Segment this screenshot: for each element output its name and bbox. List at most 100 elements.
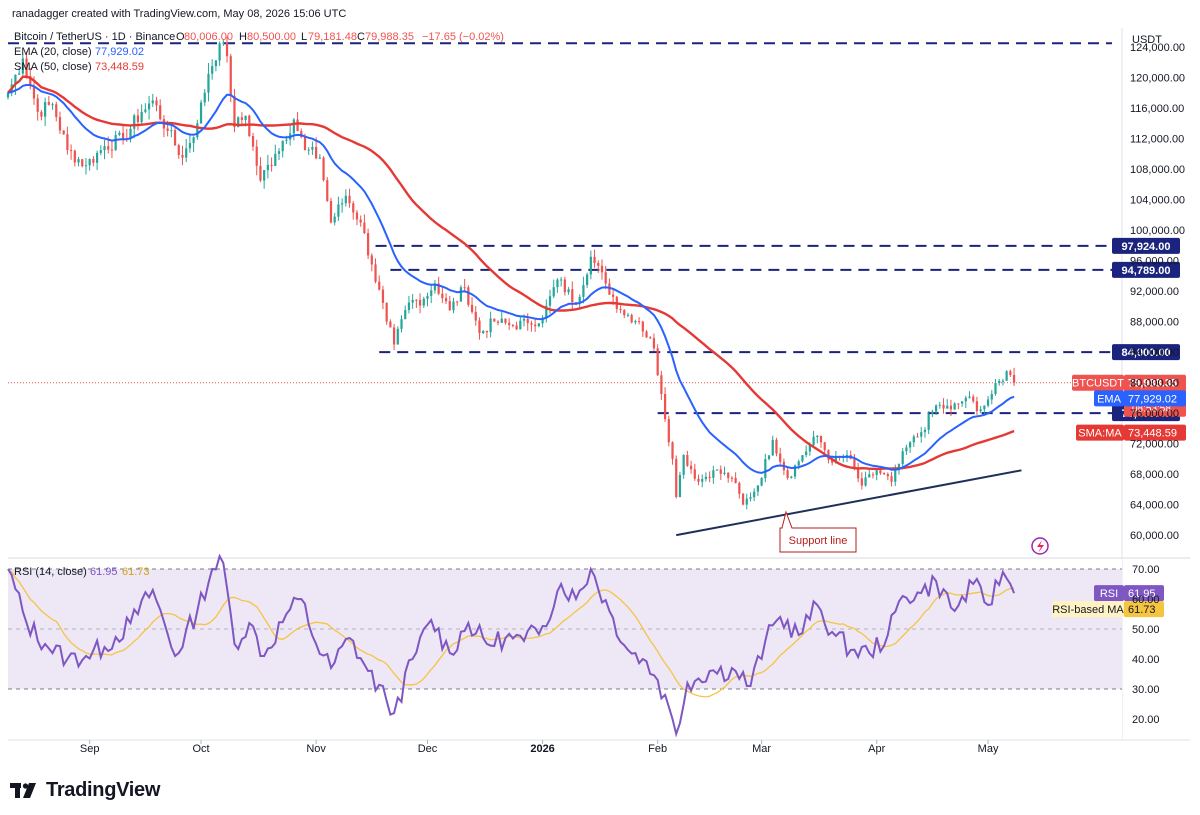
indicator-legend[interactable]: EMA (20, close) 77,929.02 SMA (50, close… xyxy=(14,46,150,578)
rsi-legend-value: 61.95 xyxy=(90,566,118,578)
candle-body xyxy=(816,435,819,437)
candle-body xyxy=(459,287,463,302)
price-axis-tick: 72,000.00 xyxy=(1130,439,1179,451)
candle-body xyxy=(560,279,563,281)
candle-body xyxy=(942,404,945,409)
attribution-text: ranadagger created with TradingView.com,… xyxy=(12,8,346,20)
candle-body xyxy=(251,135,255,147)
candle-body xyxy=(192,137,195,144)
candle-body xyxy=(452,301,455,311)
candle-body xyxy=(88,158,91,166)
candle-body xyxy=(890,476,893,482)
rsi-axis-tick: 20.00 xyxy=(1132,714,1160,726)
candle-body xyxy=(567,289,570,293)
candle-body xyxy=(682,455,685,475)
candle-body xyxy=(478,320,481,334)
candle-body xyxy=(738,482,741,494)
support-line-callout xyxy=(779,510,857,553)
ohlc-close: 79,988.35 xyxy=(365,31,414,43)
candle-body xyxy=(730,477,734,479)
candle-body xyxy=(55,104,58,118)
candle-body xyxy=(508,322,511,326)
price-layer: Support line 97,924.00 94,789.00 84,000.00 7… xyxy=(6,36,1186,553)
candle-body xyxy=(519,320,522,330)
candle-body xyxy=(701,479,704,482)
candle-body xyxy=(556,279,559,288)
candle-body xyxy=(188,143,192,149)
rsi-axis-tick: 50.00 xyxy=(1132,624,1160,636)
price-axis-tick: 96,000.00 xyxy=(1130,256,1179,268)
candle-body xyxy=(337,204,340,217)
candle-body xyxy=(281,140,284,152)
rsi-ma-legend-value: 61.73 xyxy=(122,566,150,578)
candle-body xyxy=(329,200,333,223)
support-trendline xyxy=(676,469,1022,537)
candle-body xyxy=(500,318,503,323)
candle-body xyxy=(363,222,366,234)
sma-name-tag xyxy=(1076,424,1124,441)
price-axis-tick: 108,000.00 xyxy=(1130,164,1185,176)
axis-layer: 124,000.00 120,000.00 116,000.00 112,000.00… xyxy=(80,42,1185,755)
tradingview-logo[interactable]: TradingView xyxy=(10,778,160,802)
ohlc-readout: O 80,006.00 H 80,500.00 L 79,181.48 C 79… xyxy=(176,31,504,43)
ohlc-close-label: C xyxy=(357,31,365,43)
candle-body xyxy=(801,455,804,462)
candle-body xyxy=(456,301,459,303)
candle-body xyxy=(764,459,767,479)
candle-body xyxy=(979,409,982,412)
rsi-name-tag xyxy=(1094,585,1124,602)
symbol-title[interactable]: Bitcoin / TetherUS · 1D · Binance xyxy=(14,31,175,43)
candle-body xyxy=(73,150,76,163)
flash-alert-icon[interactable] xyxy=(1031,537,1049,555)
candle-body xyxy=(25,58,28,77)
candle-body xyxy=(107,146,110,150)
candle-body xyxy=(938,404,941,406)
tradingview-wordmark: TradingView xyxy=(46,778,161,801)
price-axis-tick: 112,000.00 xyxy=(1130,134,1184,146)
candle-body xyxy=(95,152,99,163)
candle-body xyxy=(504,318,507,323)
candle-body xyxy=(144,109,147,112)
candle-body xyxy=(534,324,537,327)
candle-body xyxy=(110,149,114,151)
candle-body xyxy=(689,465,693,470)
candle-body xyxy=(675,458,678,497)
candle-body xyxy=(586,274,589,286)
candle-body xyxy=(741,493,745,505)
candle-body xyxy=(177,145,180,156)
ohlc-high-label: H xyxy=(239,31,247,43)
rsi-ma-name-tag xyxy=(1052,601,1124,618)
candle-body xyxy=(656,348,659,376)
price-axis-tick: 84,000.00 xyxy=(1130,347,1179,359)
tradingview-mark-icon xyxy=(10,783,36,798)
candle-body xyxy=(159,105,162,120)
candle-body xyxy=(474,311,477,321)
symbol-tag-text: BTCUSDT xyxy=(1072,378,1124,390)
candle-body xyxy=(381,289,385,303)
price-axis-tick: 124,000.00 xyxy=(1130,42,1185,54)
candle-body xyxy=(983,405,986,410)
candle-body xyxy=(879,470,882,474)
candle-body xyxy=(734,477,737,483)
candle-body xyxy=(597,262,600,266)
candle-body xyxy=(868,474,871,478)
candle-body xyxy=(326,180,329,201)
candle-body xyxy=(619,309,622,311)
candle-body xyxy=(366,233,370,256)
ohlc-open: 80,006.00 xyxy=(184,31,233,43)
candle-body xyxy=(185,148,188,158)
candle-body xyxy=(860,478,863,486)
candle-body xyxy=(389,321,392,328)
candle-body xyxy=(871,474,875,476)
candle-body xyxy=(121,132,125,139)
candle-body xyxy=(745,498,748,505)
candle-body xyxy=(1005,371,1008,381)
candle-body xyxy=(385,302,388,322)
candle-body xyxy=(181,155,184,158)
sma-price-text: 73,448.59 xyxy=(1128,428,1177,440)
rsi-ma-value-text: 61.73 xyxy=(1128,604,1156,616)
candle-body xyxy=(482,330,485,334)
candle-body xyxy=(600,265,604,273)
candle-body xyxy=(808,445,811,452)
